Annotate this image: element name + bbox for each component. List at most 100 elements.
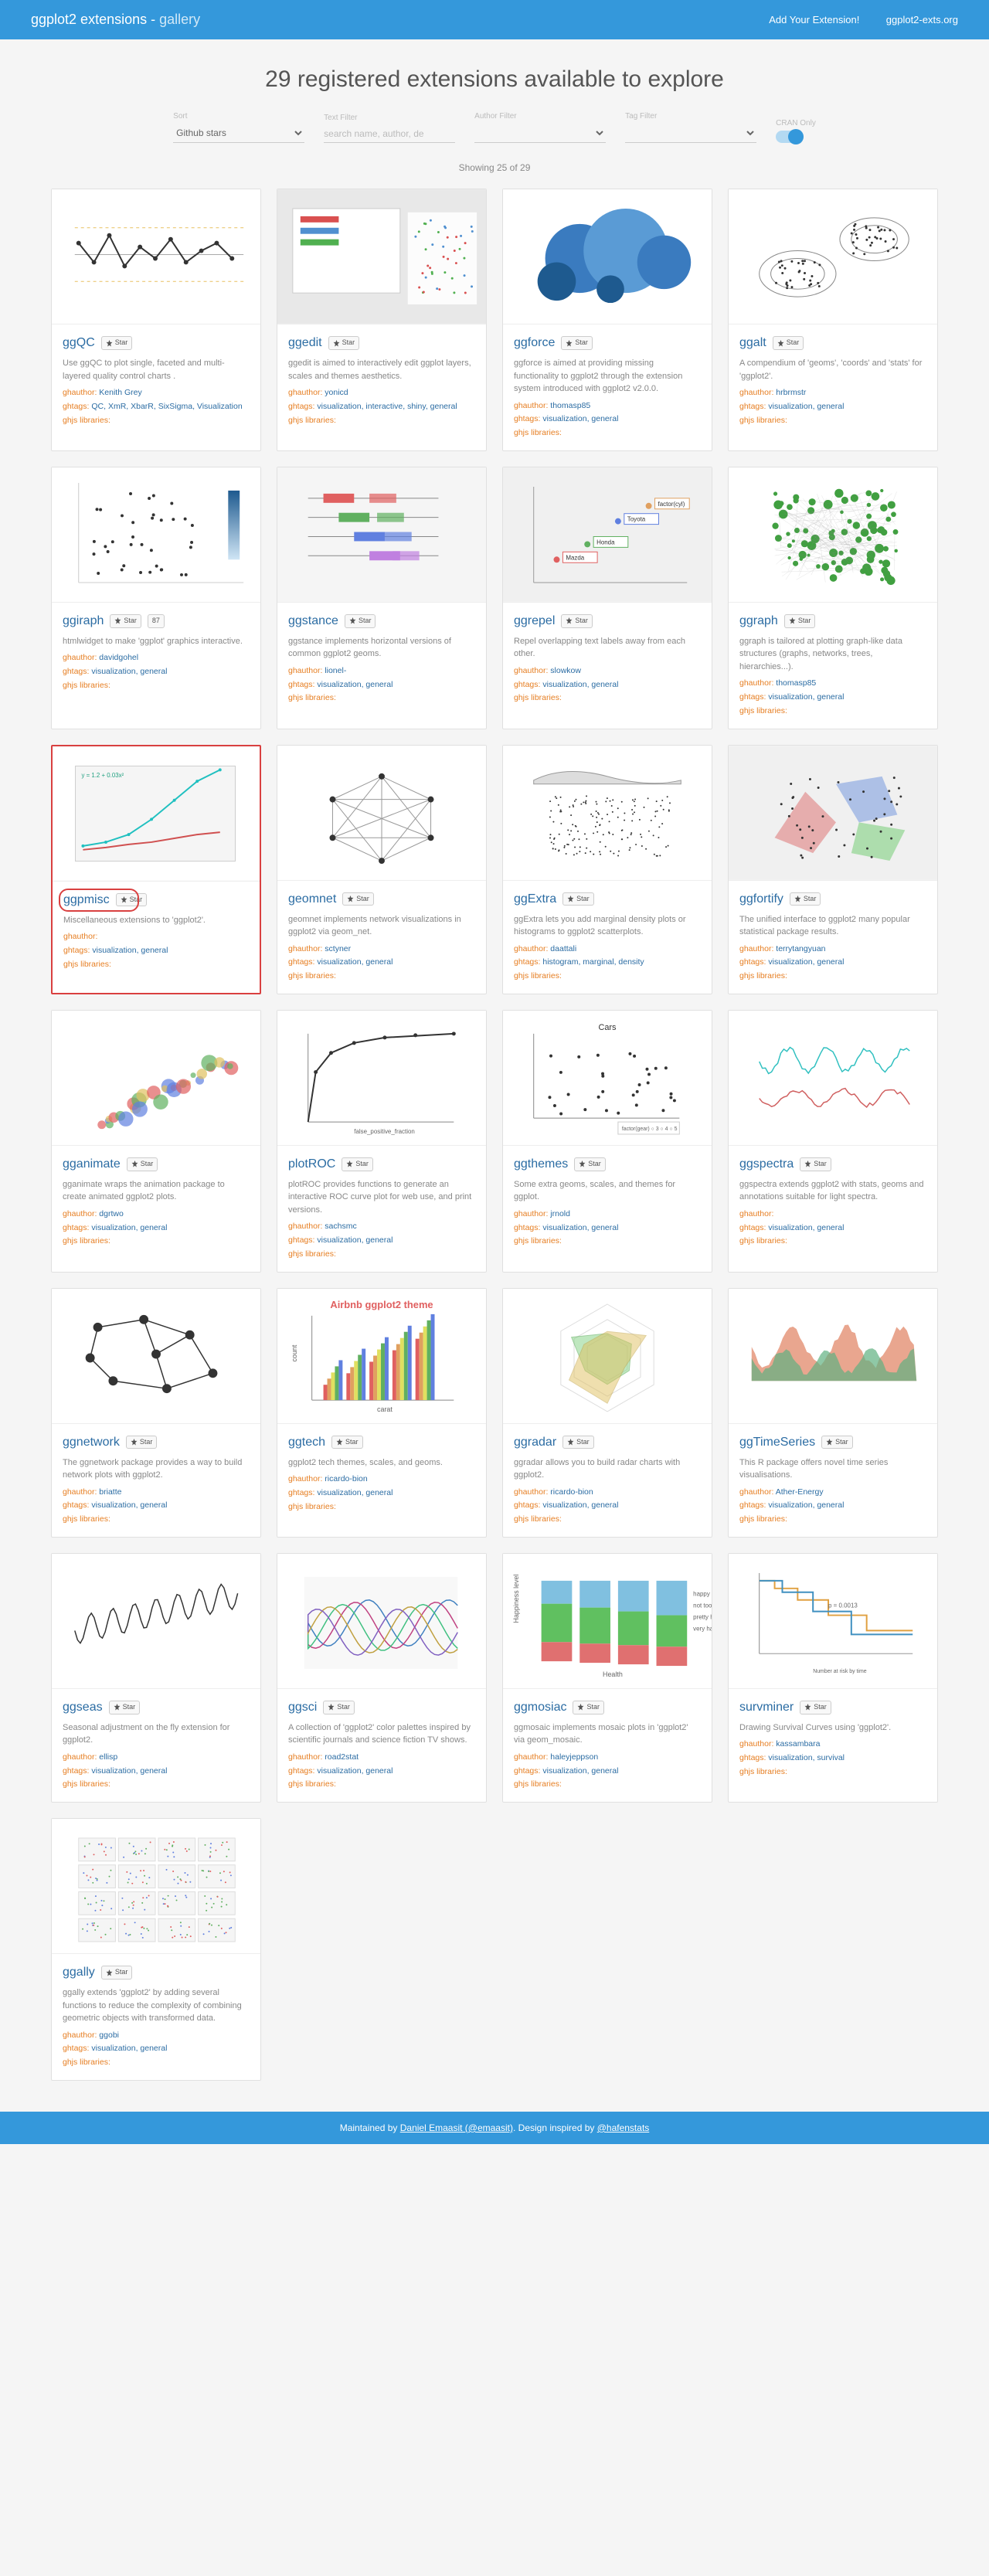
card-libs: ghjs libraries: bbox=[739, 1514, 926, 1526]
card-name[interactable]: ggthemes bbox=[514, 1155, 568, 1174]
card-name[interactable]: ggforce bbox=[514, 334, 555, 352]
card-thumbnail bbox=[277, 467, 486, 603]
card-name[interactable]: gganimate bbox=[63, 1155, 121, 1174]
card-body: ggedit Star ggedit is aimed to interacti… bbox=[277, 325, 486, 437]
extension-card[interactable]: ggiraph Star 87 htmlwidget to make 'ggpl… bbox=[51, 467, 261, 729]
star-button[interactable]: Star bbox=[101, 336, 133, 350]
card-name[interactable]: ggpmisc bbox=[63, 891, 110, 909]
extension-card[interactable]: y = 1.2 + 0.03x² ggpmisc Star Miscellane… bbox=[51, 745, 261, 994]
card-description: ggspectra extends ggplot2 with stats, ge… bbox=[739, 1178, 926, 1204]
card-name[interactable]: ggmosiac bbox=[514, 1698, 566, 1717]
extension-card[interactable]: Carsfactor(gear) ○ 3 ○ 4 ○ 5 ggthemes St… bbox=[502, 1010, 712, 1273]
site-link[interactable]: ggplot2-exts.org bbox=[886, 14, 958, 25]
card-name[interactable]: ggrepel bbox=[514, 612, 555, 630]
star-button[interactable]: Star bbox=[800, 1701, 831, 1715]
card-name[interactable]: ggtech bbox=[288, 1433, 325, 1452]
extension-card[interactable]: ggseas Star Seasonal adjustment on the f… bbox=[51, 1553, 261, 1803]
star-button[interactable]: Star bbox=[800, 1157, 831, 1171]
star-button[interactable]: Star bbox=[110, 614, 141, 628]
card-thumbnail bbox=[52, 1011, 260, 1146]
star-button[interactable]: Star bbox=[784, 614, 816, 628]
card-name[interactable]: ggedit bbox=[288, 334, 322, 352]
star-button[interactable]: Star bbox=[790, 892, 821, 906]
extension-card[interactable]: geomnet Star geomnet implements network … bbox=[277, 745, 487, 994]
card-name[interactable]: ggsci bbox=[288, 1698, 317, 1717]
inspired-link[interactable]: @hafenstats bbox=[597, 2122, 650, 2133]
card-author: ghauthor: briatte bbox=[63, 1487, 250, 1499]
card-name[interactable]: ggiraph bbox=[63, 612, 104, 630]
star-button[interactable]: Star bbox=[101, 1966, 133, 1980]
extension-card[interactable]: false_positive_fraction plotROC Star plo… bbox=[277, 1010, 487, 1273]
card-name[interactable]: ggalt bbox=[739, 334, 766, 352]
extension-card[interactable]: ggspectra Star ggspectra extends ggplot2… bbox=[728, 1010, 938, 1273]
extension-card[interactable]: ggradar Star ggradar allows you to build… bbox=[502, 1288, 712, 1538]
card-libs: ghjs libraries: bbox=[288, 1779, 475, 1791]
extension-card[interactable]: ggnetwork Star The ggnetwork package pro… bbox=[51, 1288, 261, 1538]
star-button[interactable]: Star bbox=[561, 614, 593, 628]
svg-text:very happy: very happy bbox=[693, 1625, 712, 1632]
card-name[interactable]: ggstance bbox=[288, 612, 338, 630]
add-extension-link[interactable]: Add Your Extension! bbox=[769, 14, 859, 25]
card-name[interactable]: ggQC bbox=[63, 334, 95, 352]
extension-card[interactable]: ggsci Star A collection of 'ggplot2' col… bbox=[277, 1553, 487, 1803]
extension-card[interactable]: ggfortify Star The unified interface to … bbox=[728, 745, 938, 994]
extension-card[interactable]: ggraph Star ggraph is tailored at plotti… bbox=[728, 467, 938, 729]
star-button[interactable]: Star bbox=[342, 1157, 373, 1171]
card-author: ghauthor: bbox=[63, 931, 249, 943]
extension-card[interactable]: ggalt Star A compendium of 'geoms', 'coo… bbox=[728, 189, 938, 451]
card-description: Drawing Survival Curves using 'ggplot2'. bbox=[739, 1721, 926, 1735]
extension-card[interactable]: ggstance Star ggstance implements horizo… bbox=[277, 467, 487, 729]
star-icon bbox=[577, 1704, 584, 1711]
star-button[interactable]: Star bbox=[342, 892, 374, 906]
extension-card[interactable]: ggTimeSeries Star This R package offers … bbox=[728, 1288, 938, 1538]
extension-card[interactable]: ggedit Star ggedit is aimed to interacti… bbox=[277, 189, 487, 451]
card-author: ghauthor: Ather-Energy bbox=[739, 1487, 926, 1499]
extension-card[interactable]: gganimate Star gganimate wraps the anima… bbox=[51, 1010, 261, 1273]
star-button[interactable]: Star bbox=[561, 336, 593, 350]
svg-text:not too hap: not too hap bbox=[693, 1602, 712, 1609]
star-button[interactable]: Star bbox=[109, 1701, 141, 1715]
card-name[interactable]: ggfortify bbox=[739, 890, 783, 909]
star-button[interactable]: Star bbox=[126, 1436, 158, 1449]
card-name[interactable]: ggradar bbox=[514, 1433, 556, 1452]
star-button[interactable]: Star bbox=[331, 1436, 363, 1449]
star-button[interactable]: Star bbox=[562, 892, 594, 906]
card-author: ghauthor: ggobi bbox=[63, 2030, 250, 2042]
card-name[interactable]: survminer bbox=[739, 1698, 794, 1717]
card-name[interactable]: ggseas bbox=[63, 1698, 103, 1717]
extension-card[interactable]: ggforce Star ggforce is aimed at providi… bbox=[502, 189, 712, 451]
extension-card[interactable]: p = 0.0013Number at risk by time survmin… bbox=[728, 1553, 938, 1803]
card-name[interactable]: ggspectra bbox=[739, 1155, 794, 1174]
card-name[interactable]: ggally bbox=[63, 1963, 95, 1982]
cran-toggle[interactable] bbox=[776, 131, 804, 143]
card-name[interactable]: plotROC bbox=[288, 1155, 335, 1174]
sort-select[interactable]: Github stars bbox=[173, 124, 304, 143]
card-name[interactable]: ggraph bbox=[739, 612, 778, 630]
star-button[interactable]: Star bbox=[323, 1701, 355, 1715]
svg-text:Airbnb ggplot2 theme: Airbnb ggplot2 theme bbox=[330, 1298, 433, 1310]
maintainer-link[interactable]: Daniel Emaasit (@emaasit) bbox=[400, 2122, 513, 2133]
author-select[interactable] bbox=[474, 124, 606, 143]
star-button[interactable]: Star bbox=[328, 336, 360, 350]
extension-card[interactable]: Happiness levelHealthhappynot too happre… bbox=[502, 1553, 712, 1803]
star-button[interactable]: Star bbox=[116, 893, 148, 907]
card-name[interactable]: ggnetwork bbox=[63, 1433, 120, 1452]
extension-card[interactable]: ggExtra Star ggExtra lets you add margin… bbox=[502, 745, 712, 994]
tag-select[interactable] bbox=[625, 124, 756, 143]
star-button[interactable]: Star bbox=[573, 1701, 604, 1715]
card-name[interactable]: ggExtra bbox=[514, 890, 556, 909]
extension-card[interactable]: Airbnb ggplot2 themecaratcount ggtech St… bbox=[277, 1288, 487, 1538]
card-name[interactable]: ggTimeSeries bbox=[739, 1433, 815, 1452]
star-button[interactable]: Star bbox=[345, 614, 376, 628]
text-filter-input[interactable] bbox=[324, 125, 455, 143]
extension-card[interactable]: MazdaHondaToyotafactor(cyl) ggrepel Star… bbox=[502, 467, 712, 729]
star-button[interactable]: Star bbox=[821, 1436, 853, 1449]
extension-card[interactable]: ggQC Star Use ggQC to plot single, facet… bbox=[51, 189, 261, 451]
star-button[interactable]: Star bbox=[574, 1157, 606, 1171]
star-button[interactable]: Star bbox=[773, 336, 804, 350]
card-description: Use ggQC to plot single, faceted and mul… bbox=[63, 357, 250, 382]
star-button[interactable]: Star bbox=[562, 1436, 594, 1449]
card-name[interactable]: geomnet bbox=[288, 890, 336, 909]
star-button[interactable]: Star bbox=[127, 1157, 158, 1171]
extension-card[interactable]: ggally Star ggally extends 'ggplot2' by … bbox=[51, 1818, 261, 2081]
